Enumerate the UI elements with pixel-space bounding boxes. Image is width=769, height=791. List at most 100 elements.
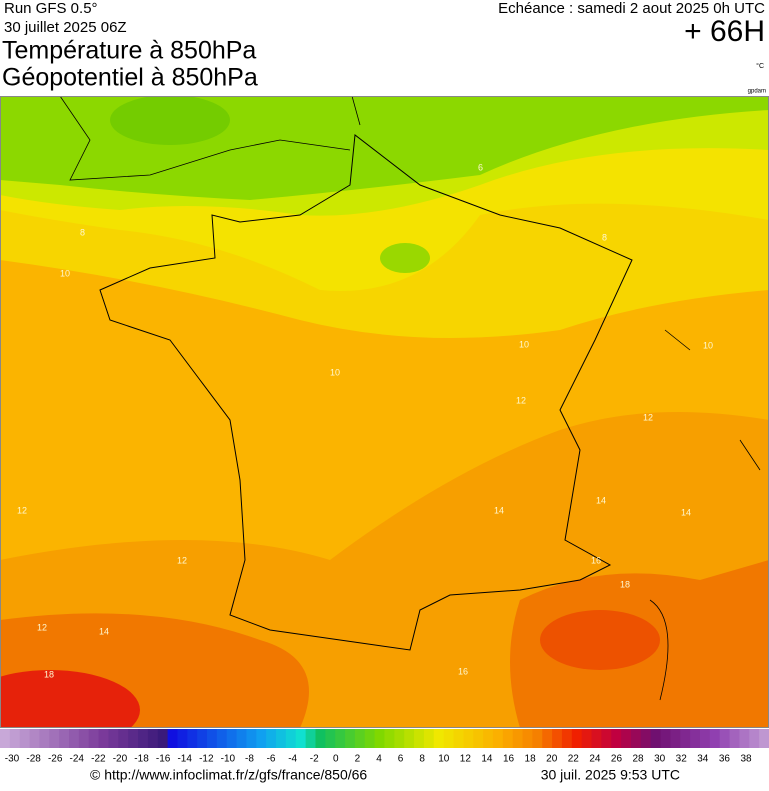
colorbar-label: 28 — [632, 754, 644, 765]
colorbar-label: -10 — [221, 754, 236, 765]
colorbar-swatch — [128, 729, 139, 748]
colorbar-swatch — [630, 729, 642, 748]
colorbar-swatch — [542, 729, 553, 748]
colorbar-swatch — [719, 729, 731, 748]
band — [110, 96, 230, 145]
contour-label: 16 — [458, 666, 468, 676]
contour-label: 14 — [596, 495, 606, 505]
colorbar-swatch — [345, 729, 356, 748]
footer-url: © http://www.infoclimat.fr/z/gfs/france/… — [90, 767, 367, 783]
colorbar-label: -22 — [91, 754, 106, 765]
contour-label: 14 — [681, 507, 691, 517]
colorbar-swatch — [236, 729, 247, 748]
colorbar-swatch — [414, 729, 425, 748]
colorbar-swatch — [709, 729, 721, 748]
band — [380, 243, 430, 273]
colorbar-swatch — [502, 729, 514, 748]
colorbar-swatch — [108, 729, 119, 748]
run-date: 30 juillet 2025 06Z — [4, 19, 127, 36]
band — [0, 670, 140, 728]
colorbar-label: -28 — [26, 754, 41, 765]
contour-label: 12 — [17, 505, 27, 515]
colorbar-label: -6 — [267, 754, 276, 765]
colorbar-label: -8 — [245, 754, 254, 765]
contour-label: 14 — [99, 626, 109, 636]
colorbar-swatch — [187, 729, 198, 748]
contour-label: 12 — [177, 555, 187, 565]
contour-label: 16 — [591, 555, 601, 565]
colorbar-label: 32 — [676, 754, 688, 765]
colorbar-swatch — [384, 729, 395, 748]
colorbar-label: 18 — [525, 754, 537, 765]
colorbar-swatch — [266, 729, 277, 748]
colorbar-swatch — [483, 729, 494, 748]
colorbar-swatch — [69, 729, 80, 748]
colorbar-swatch — [394, 729, 405, 748]
colorbar-swatch — [581, 729, 593, 748]
colorbar-swatch — [759, 729, 769, 748]
colorbar-swatch — [492, 729, 504, 748]
colorbar-swatch — [374, 729, 385, 748]
colorbar-swatch — [246, 729, 257, 748]
colorbar-swatch — [729, 729, 740, 748]
colorbar-swatch — [660, 729, 671, 748]
colorbar-label: 8 — [419, 754, 425, 765]
colorbar-label: -4 — [288, 754, 297, 765]
colorbar-label: 36 — [719, 754, 731, 765]
colorbar-swatch — [98, 729, 109, 748]
colorbar-swatch — [591, 729, 602, 748]
contour-label: 12 — [37, 622, 47, 632]
colorbar-swatch — [78, 729, 90, 748]
colorbar-swatch — [699, 729, 711, 748]
colorbar-swatch — [680, 729, 691, 748]
colorbar-swatch — [601, 729, 612, 748]
contour-label: 10 — [703, 340, 713, 350]
colorbar-swatch — [0, 729, 11, 748]
colorbar-label: 30 — [654, 754, 666, 765]
contour-label: 10 — [519, 339, 529, 349]
contour-label: 12 — [643, 412, 653, 422]
colorbar-swatch — [670, 729, 681, 748]
colorbar-label: 22 — [568, 754, 580, 765]
colorbar-swatch — [522, 729, 533, 748]
echeance: Echéance : samedi 2 aout 2025 0h UTC — [498, 0, 765, 17]
colorbar-swatch — [364, 729, 376, 748]
colorbar-swatch — [749, 729, 760, 748]
coastline — [99, 134, 633, 651]
title: Température à 850hPa — [2, 37, 256, 65]
colorbar-label: -24 — [70, 754, 85, 765]
colorbar-label: 24 — [589, 754, 601, 765]
colorbar-swatch — [650, 729, 662, 748]
colorbar-label: 2 — [355, 754, 361, 765]
colorbar-swatch — [335, 729, 346, 748]
contour-label: 6 — [478, 162, 483, 172]
contour-label: 18 — [44, 669, 54, 679]
colorbar-label: 0 — [333, 754, 339, 765]
colorbar-swatch — [512, 729, 524, 748]
colorbar-swatch — [49, 729, 60, 748]
colorbar-swatch — [147, 729, 159, 748]
colorbar-label: -16 — [156, 754, 171, 765]
colorbar-swatch — [433, 729, 445, 748]
colorbar-swatch — [19, 729, 31, 748]
colorbar-swatch — [571, 729, 583, 748]
credit: gpdam — [748, 89, 766, 95]
coastline — [59, 96, 761, 701]
colorbar-label: -26 — [48, 754, 63, 765]
contour-label: 8 — [602, 232, 607, 242]
colorbar-swatch — [226, 729, 238, 748]
colorbar-swatch — [256, 729, 267, 748]
subtitle: Géopotentiel à 850hPa — [2, 64, 258, 92]
colorbar-label: 34 — [697, 754, 709, 765]
contour-label: 12 — [516, 395, 526, 405]
colorbar-swatch — [9, 729, 21, 748]
colorbar-label: -20 — [113, 754, 128, 765]
colorbar-swatch — [739, 729, 750, 748]
colorbar-swatch — [216, 729, 228, 748]
colorbar-swatch — [325, 729, 336, 748]
footer-date: 30 juil. 2025 9:53 UTC — [541, 767, 680, 783]
colorbar-swatch — [315, 729, 326, 748]
colorbar-label: -2 — [310, 754, 319, 765]
colorbar-swatch — [29, 729, 40, 748]
